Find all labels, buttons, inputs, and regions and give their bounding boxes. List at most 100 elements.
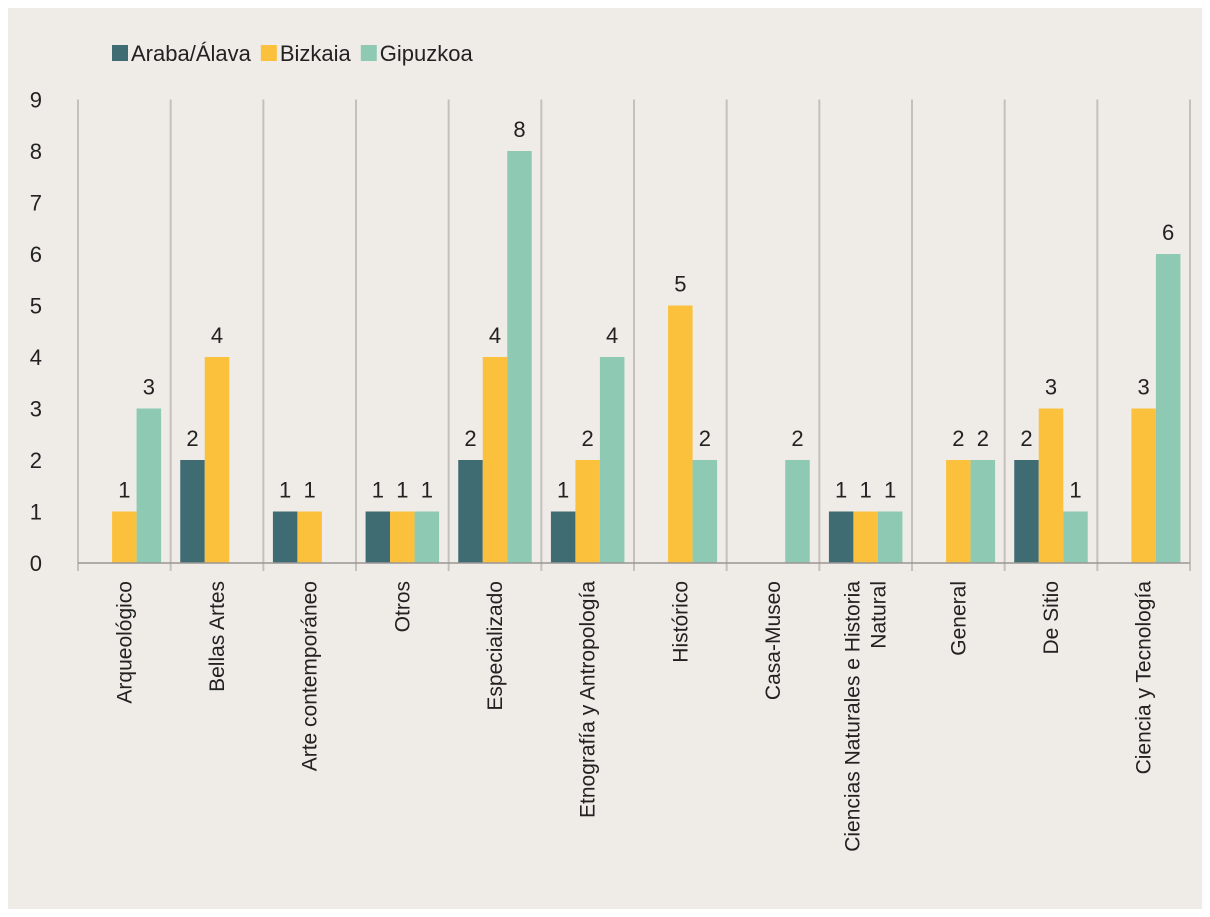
- data-label: 4: [606, 323, 618, 348]
- bar-chart: Araba/Álava Bizkaia Gipuzkoa 0 1 2 3 4 5 6 7 8 9 1 3…: [30, 41, 1191, 852]
- bar: [297, 511, 322, 563]
- x-tick-label: Bellas Artes: [206, 581, 229, 692]
- x-tick-label: Especializado: [484, 581, 507, 711]
- bar: [482, 357, 508, 563]
- x-tick-label-line: Bellas Artes: [206, 581, 229, 692]
- x-tick-label-line: Casa-Museo: [762, 581, 785, 700]
- y-tick-label: 5: [30, 294, 42, 319]
- data-label: 2: [791, 426, 803, 451]
- data-label: 1: [1069, 478, 1081, 503]
- bar: [692, 460, 718, 563]
- x-axis: Arqueológico Bellas Artes Arte contemporán…: [78, 562, 1190, 852]
- legend-label-0: Araba/Álava: [131, 41, 252, 66]
- x-tick-label-line: Etnografía y Antropología: [577, 581, 600, 818]
- bar: [1131, 408, 1156, 563]
- x-tick-label-line: De Sitio: [1040, 581, 1063, 655]
- data-label: 1: [421, 478, 433, 503]
- y-tick-label: 7: [30, 191, 42, 216]
- bar: [204, 357, 230, 563]
- data-label: 1: [118, 478, 130, 503]
- gridlines: [77, 99, 1191, 571]
- data-label: 1: [304, 478, 316, 503]
- x-tick-label-line: Histórico: [669, 581, 692, 663]
- x-tick-label: Histórico: [669, 581, 692, 663]
- bar: [668, 305, 693, 563]
- data-label: 1: [279, 478, 291, 503]
- bar: [1014, 460, 1039, 563]
- data-label: 1: [372, 478, 384, 503]
- y-tick-label: 2: [30, 448, 42, 473]
- y-tick-label: 3: [30, 397, 42, 422]
- x-tick-label-line: Arqueológico: [113, 581, 136, 704]
- bar: [575, 460, 600, 563]
- x-tick-label: Ciencia y Tecnología: [1133, 581, 1156, 775]
- x-tick-label: General: [947, 581, 970, 656]
- y-tick-label: 0: [30, 551, 42, 576]
- data-label: 2: [464, 426, 476, 451]
- data-label: 8: [513, 117, 525, 142]
- y-tick-label: 8: [30, 139, 42, 164]
- bar: [946, 460, 971, 563]
- bar: [180, 460, 205, 563]
- x-tick-label-line: Arte contemporáneo: [299, 581, 322, 771]
- bar: [414, 511, 440, 563]
- bar: [550, 511, 576, 563]
- data-label: 1: [396, 478, 408, 503]
- bar: [1063, 511, 1088, 563]
- x-tick-label-line: Ciencias Naturales e Historia: [842, 581, 865, 852]
- y-tick-label: 6: [30, 242, 42, 267]
- data-label: 2: [699, 426, 711, 451]
- bar: [112, 511, 137, 563]
- x-tick-label: Ciencias Naturales e Historia Natural: [842, 581, 891, 852]
- bar: [1155, 254, 1181, 563]
- data-label: 1: [884, 478, 896, 503]
- x-tick-label: Etnografía y Antropología: [577, 581, 600, 818]
- x-tick-label: Arte contemporáneo: [299, 581, 322, 771]
- legend-swatch-1: [260, 45, 277, 61]
- data-label: 3: [143, 375, 155, 400]
- chart-panel: Araba/Álava Bizkaia Gipuzkoa 0 1 2 3 4 5 6 7 8 9 1 3…: [8, 8, 1202, 909]
- x-tick-label-line: General: [947, 581, 970, 656]
- data-label: 6: [1162, 220, 1174, 245]
- bar: [136, 408, 162, 563]
- x-tick-label: Casa-Museo: [762, 581, 785, 700]
- legend-swatch-2: [360, 45, 377, 61]
- bar: [828, 511, 854, 563]
- bar: [272, 511, 298, 563]
- x-tick-label-line: Especializado: [484, 581, 507, 711]
- data-label: 4: [211, 323, 223, 348]
- data-label: 2: [582, 426, 594, 451]
- y-axis: 0 1 2 3 4 5 6 7 8 9: [30, 88, 42, 577]
- bar: [599, 357, 625, 563]
- legend-label-2: Gipuzkoa: [380, 41, 474, 66]
- bars: [112, 151, 1181, 563]
- y-tick-label: 9: [30, 88, 42, 113]
- bar: [877, 511, 903, 563]
- x-tick-label: Arqueológico: [113, 581, 136, 704]
- data-label: 1: [835, 478, 847, 503]
- data-label: 3: [1138, 375, 1150, 400]
- data-label: 2: [1020, 426, 1032, 451]
- bar: [507, 151, 532, 563]
- legend-swatch-0: [112, 45, 128, 61]
- data-label: 1: [860, 478, 872, 503]
- bar: [365, 511, 391, 563]
- bar: [458, 460, 483, 563]
- legend-label-1: Bizkaia: [280, 41, 352, 66]
- x-tick-label-line: Natural: [868, 581, 891, 649]
- bar: [1038, 408, 1064, 563]
- data-label: 2: [186, 426, 198, 451]
- bar: [970, 460, 996, 563]
- y-tick-label: 1: [30, 500, 42, 525]
- data-label: 2: [977, 426, 989, 451]
- data-label: 1: [557, 478, 569, 503]
- x-tick-label-line: Otros: [391, 581, 414, 632]
- bar: [785, 460, 810, 563]
- bar: [390, 511, 415, 563]
- x-tick-label-line: Ciencia y Tecnología: [1133, 581, 1156, 775]
- legend: Araba/Álava Bizkaia Gipuzkoa: [112, 41, 473, 66]
- x-tick-label: De Sitio: [1040, 581, 1063, 655]
- data-label: 5: [674, 272, 686, 297]
- data-label: 3: [1045, 375, 1057, 400]
